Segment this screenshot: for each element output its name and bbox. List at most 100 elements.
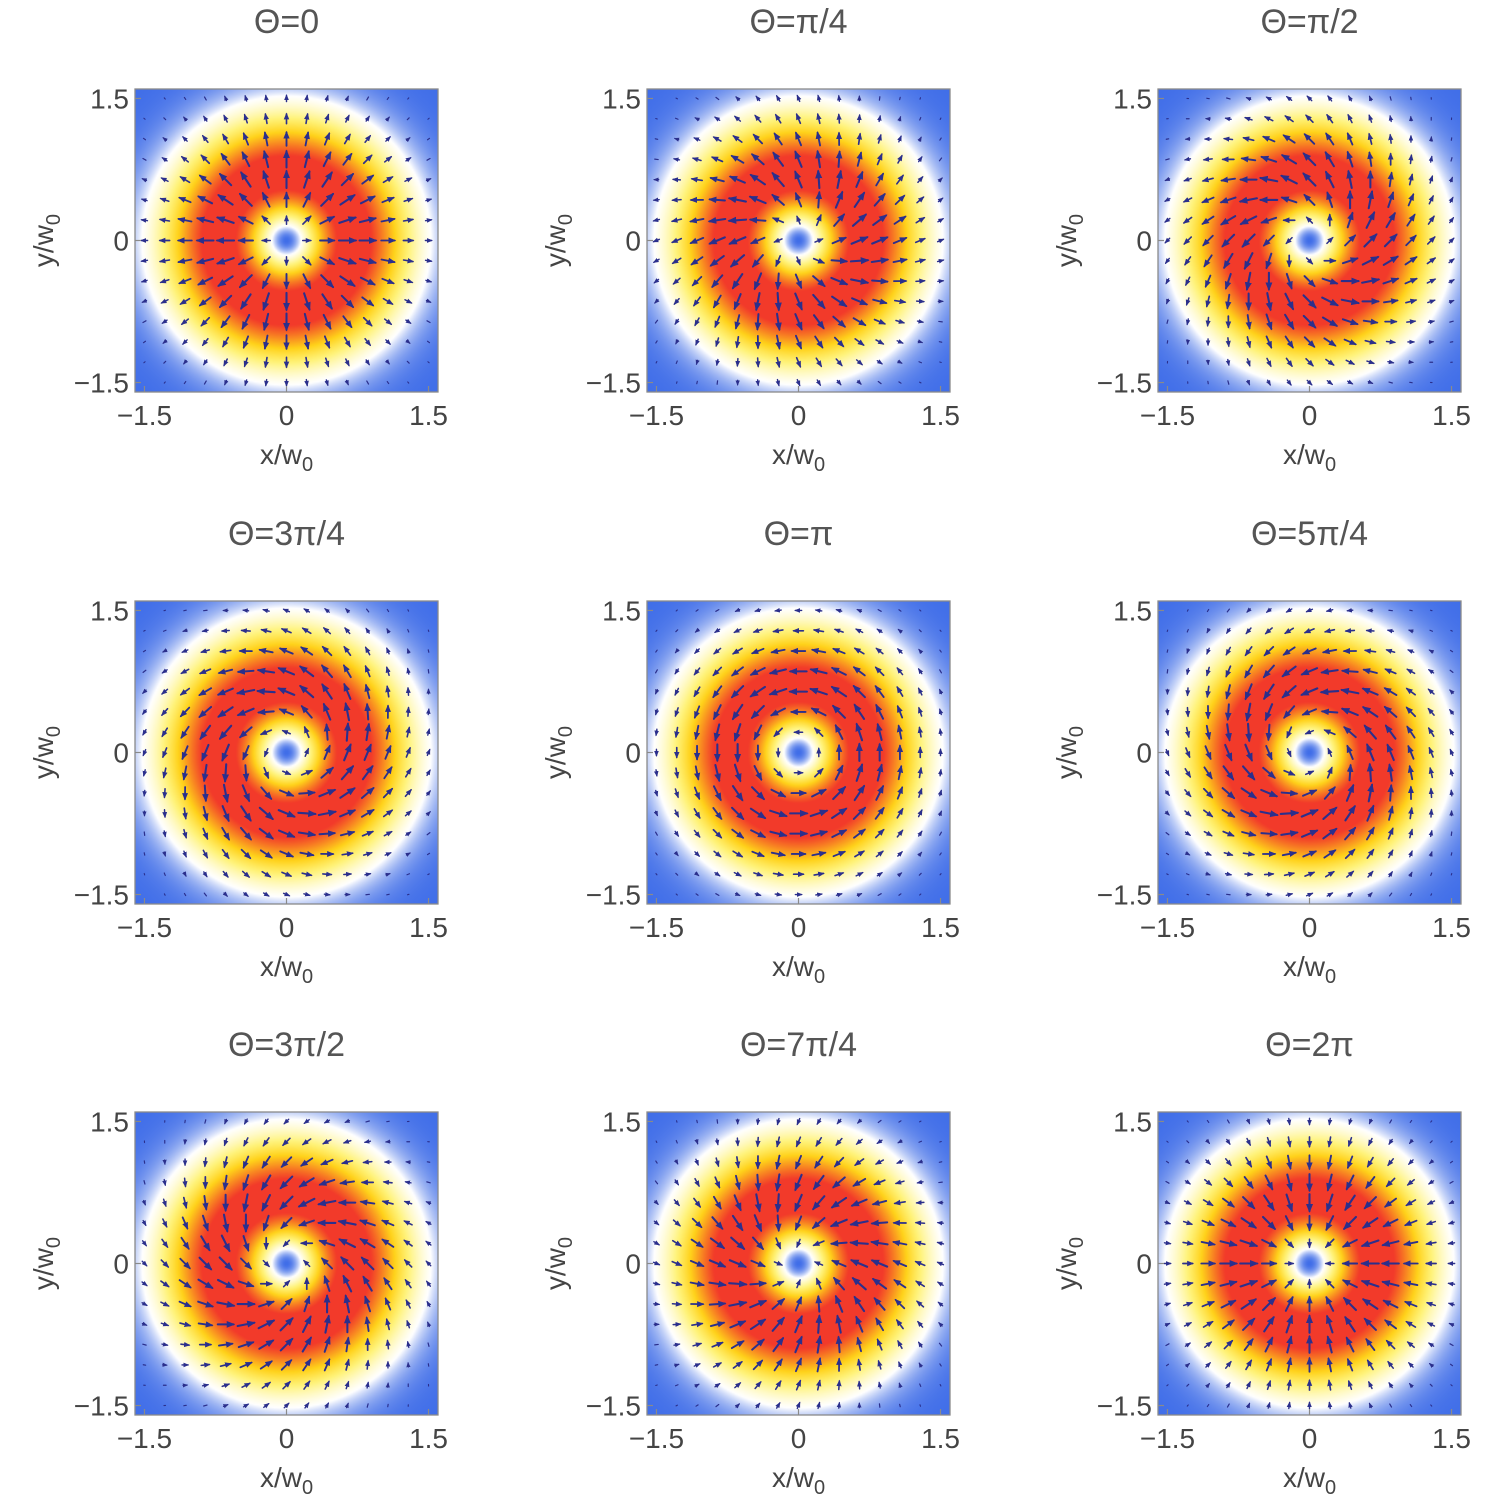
vector-arrow [222,870,229,878]
vector-arrow [671,197,682,203]
vector-arrow [1347,379,1354,385]
vector-arrow [1347,113,1353,124]
vector-arrow [179,687,191,696]
vector-arrow [714,315,721,329]
vector-arrow [240,805,252,822]
vector-arrow [652,197,660,202]
vector-arrow [142,137,147,141]
vector-arrow [424,218,433,223]
vector-arrow [323,892,331,897]
y-tick-label: −1.5 [74,368,129,399]
vector-arrow [1447,1240,1456,1246]
vector-arrow [342,152,353,166]
vector-arrow [771,171,785,188]
vector-arrow [304,112,310,125]
vector-arrow [278,708,294,716]
vector-arrow [319,256,336,266]
vector-arrow [691,157,702,163]
vector-arrow [199,724,212,741]
vector-arrow [753,871,764,877]
vector-arrow [407,381,410,384]
intensity-map [647,1112,950,1415]
vector-arrow [1428,175,1434,184]
x-tick-label: 0 [791,1423,807,1454]
vector-arrow [403,197,414,203]
vector-arrow [160,177,169,183]
vector-arrow [261,191,271,208]
vector-field [142,608,431,897]
vector-arrow [1205,295,1211,308]
vector-arrow [771,193,785,206]
vector-arrow [671,257,682,265]
vector-arrow [1428,787,1434,799]
vector-arrow [237,215,254,225]
vector-arrow [140,198,148,203]
vector-arrow [163,872,166,877]
vector-arrow [1387,171,1394,188]
vector-arrow [1240,156,1257,163]
vector-arrow [1183,236,1193,245]
x-tick-label: 1.5 [921,912,960,943]
vector-arrow [816,94,822,103]
vector-arrow [1385,339,1397,345]
vector-arrow [1285,357,1293,368]
vector-arrow [715,608,720,612]
vector-arrow [241,313,251,330]
vector-arrow [385,1339,391,1350]
vector-arrow [1427,319,1436,325]
vector-arrow [215,257,235,265]
vector-arrow [872,298,888,305]
vector-arrow [405,831,412,837]
vector-arrow [1285,272,1293,290]
vector-arrow [815,190,823,209]
vector-arrow [849,1239,869,1247]
panel-title: Θ=π/4 [749,3,847,41]
vector-arrow [263,356,269,369]
vector-arrow [1341,257,1359,265]
vector-arrow [672,1322,682,1327]
vector-arrow [850,277,870,285]
vector-arrow [195,257,215,265]
vector-arrow [673,297,680,306]
vector-arrow [242,764,250,782]
vector-arrow [425,769,431,777]
vector-arrow [183,359,189,365]
vector-arrow [691,275,703,287]
vector-arrow [653,789,659,797]
vector-arrow [405,746,411,758]
vector-arrow [1448,279,1455,284]
vector-arrow [814,238,824,244]
x-tick-label: −1.5 [629,400,684,431]
vector-arrow [407,609,410,612]
vector-arrow [240,293,252,310]
vector-arrow [1305,114,1314,124]
vector-arrow [833,336,845,348]
vector-arrow [1164,176,1171,182]
vector-arrow [262,169,270,189]
x-tick-label: −1.5 [1140,912,1195,943]
vector-arrow [386,608,390,613]
intensity-map [135,1112,438,1415]
vector-arrow [794,150,803,168]
vector-arrow [1344,628,1356,634]
vector-arrow [1166,1140,1169,1143]
vector-arrow [1428,808,1434,818]
vector-arrow [1366,762,1374,783]
vector-arrow [321,645,333,657]
vector-arrow [318,788,337,798]
vector-arrow [673,830,680,837]
vector-arrow [322,151,332,168]
vector-arrow [178,196,192,204]
vector-arrow [302,215,312,225]
vector-arrow [221,848,230,860]
vector-arrow [851,213,868,227]
vector-arrow [406,648,411,654]
vector-arrow [655,340,658,344]
vector-arrow [937,768,943,777]
y-tick-label: 0 [625,226,641,257]
vector-arrow [361,296,375,307]
vector-arrow [795,112,802,125]
vector-arrow [1265,723,1273,742]
vector-arrow [936,258,945,264]
vector-arrow [835,150,843,168]
